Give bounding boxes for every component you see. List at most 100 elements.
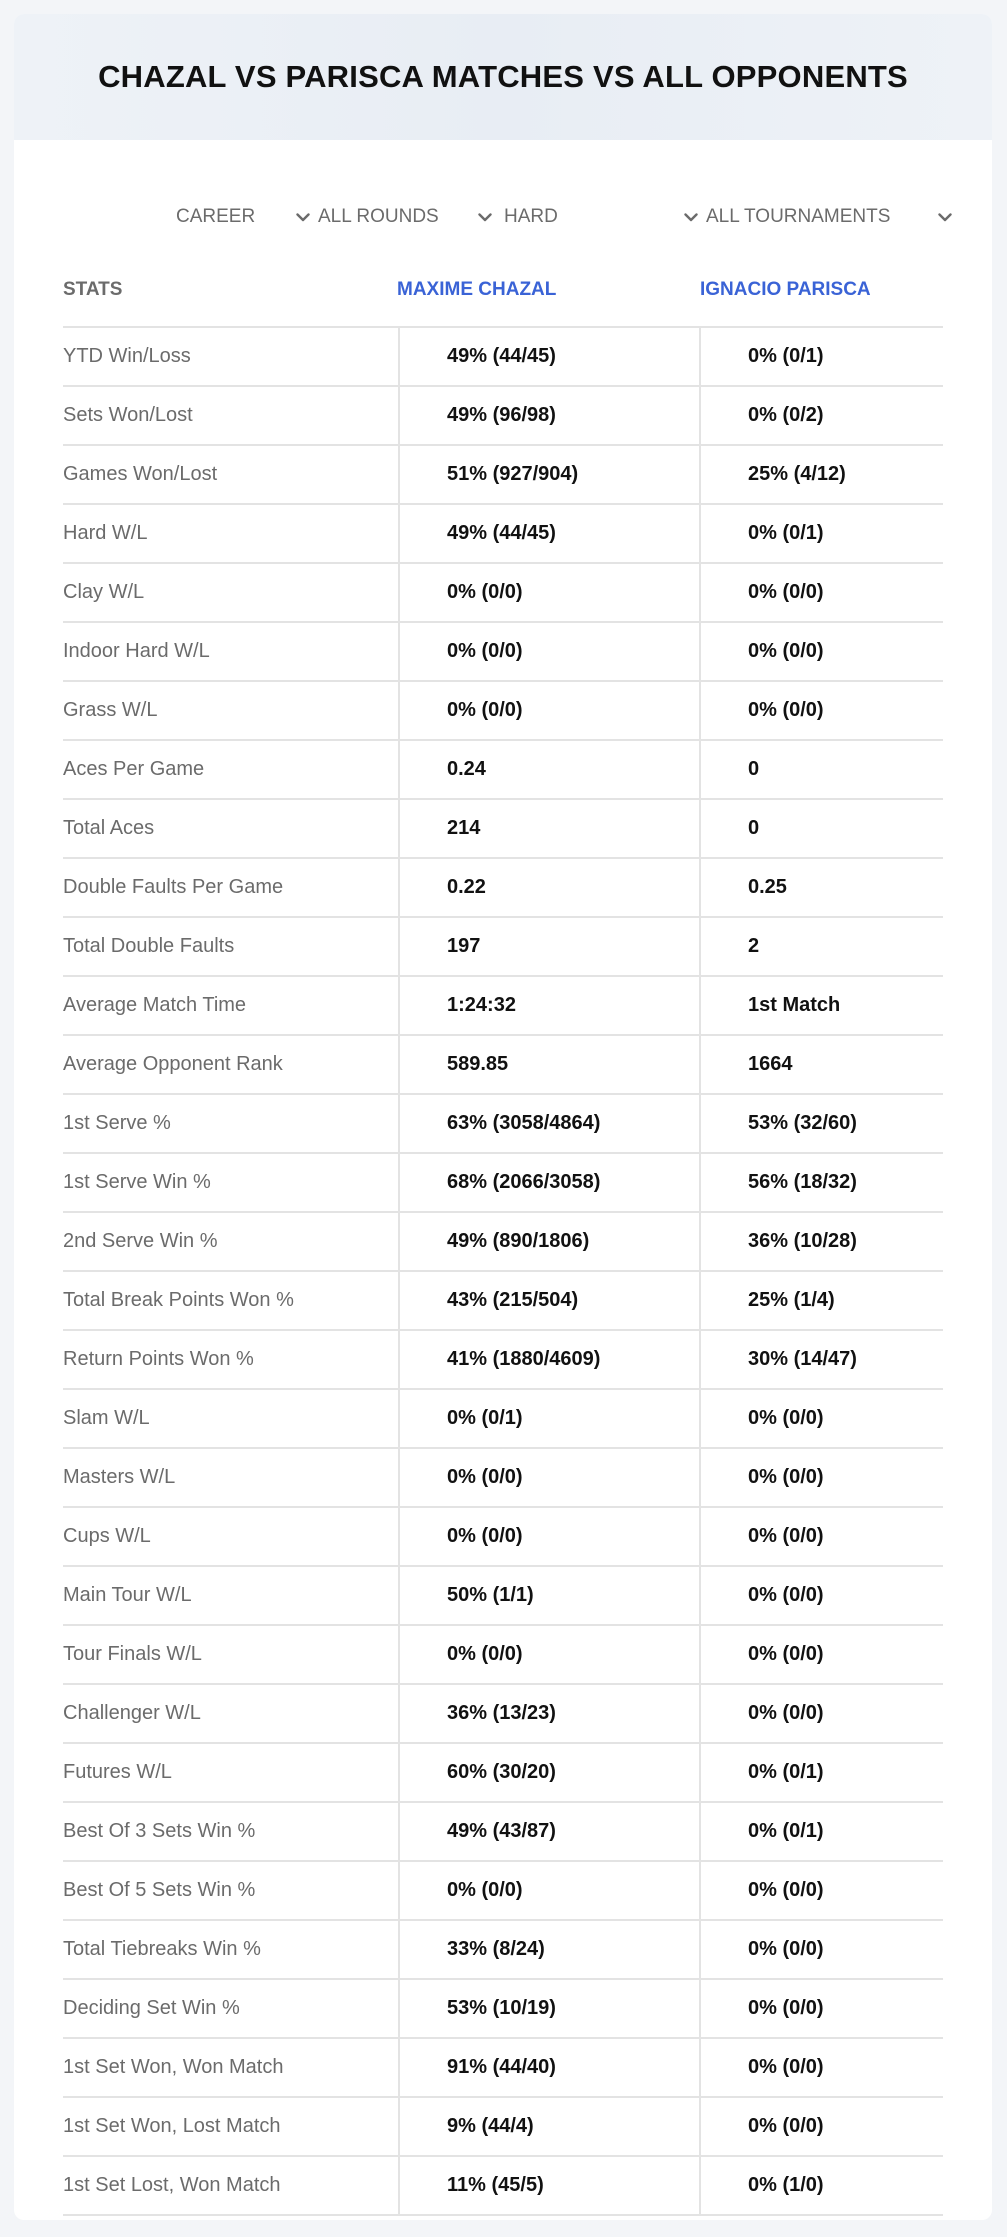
- table-row: Best Of 3 Sets Win % 49% (43/87) 0% (0/1): [63, 1802, 943, 1862]
- table-row: YTD Win/Loss 49% (44/45) 0% (0/1): [63, 327, 943, 387]
- player1-stat-value: 0% (0/0): [398, 681, 700, 741]
- table-row: Games Won/Lost 51% (927/904) 25% (4/12): [63, 445, 943, 505]
- stat-label: Average Match Time: [63, 976, 399, 1036]
- stat-label: Grass W/L: [63, 681, 399, 741]
- player2-stat-value: 0% (0/0): [699, 1389, 943, 1449]
- player2-stat-value: 0: [699, 799, 943, 859]
- player1-stat-value: 0% (0/0): [398, 622, 700, 682]
- player1-stat-value: 0.22: [398, 858, 700, 918]
- player2-stat-value: 36% (10/28): [699, 1212, 943, 1272]
- table-row: Futures W/L 60% (30/20) 0% (0/1): [63, 1743, 943, 1803]
- player2-stat-value: 0% (0/0): [699, 1507, 943, 1567]
- stat-label: Total Break Points Won %: [63, 1271, 399, 1331]
- player2-stat-value: 0% (0/0): [699, 622, 943, 682]
- table-row: Main Tour W/L 50% (1/1) 0% (0/0): [63, 1566, 943, 1626]
- player1-stat-value: 0% (0/0): [398, 1861, 700, 1921]
- stat-label: Deciding Set Win %: [63, 1979, 399, 2039]
- table-row: Sets Won/Lost 49% (96/98) 0% (0/2): [63, 386, 943, 446]
- player2-name-link[interactable]: IGNACIO PARISCA: [700, 279, 871, 300]
- player2-stat-value: 0% (0/0): [699, 681, 943, 741]
- player1-stat-value: 50% (1/1): [398, 1566, 700, 1626]
- stats-table: STATS MAXIME CHAZAL IGNACIO PARISCA YTD …: [63, 254, 943, 2216]
- tournaments-filter-select[interactable]: ALL TOURNAMENTS: [706, 192, 954, 242]
- table-row: Tour Finals W/L 0% (0/0) 0% (0/0): [63, 1625, 943, 1685]
- player2-stat-value: 0% (0/1): [699, 504, 943, 564]
- table-row: Average Match Time 1:24:32 1st Match: [63, 976, 943, 1036]
- surface-filter-select[interactable]: HARD: [504, 192, 700, 242]
- player2-stat-value: 0% (0/1): [699, 1802, 943, 1862]
- chevron-down-icon: [476, 208, 494, 226]
- stat-label: Best Of 5 Sets Win %: [63, 1861, 399, 1921]
- filter-bar: CAREER ALL ROUNDS HARD ALL TOURNAMENTS: [14, 192, 992, 242]
- player1-stat-value: 0% (0/0): [398, 563, 700, 623]
- player2-stat-value: 56% (18/32): [699, 1153, 943, 1213]
- player1-stat-value: 43% (215/504): [398, 1271, 700, 1331]
- player1-stat-value: 49% (44/45): [398, 504, 700, 564]
- table-row: Indoor Hard W/L 0% (0/0) 0% (0/0): [63, 622, 943, 682]
- rounds-filter-select[interactable]: ALL ROUNDS: [318, 192, 494, 242]
- table-row: Total Tiebreaks Win % 33% (8/24) 0% (0/0): [63, 1920, 943, 1980]
- player1-stat-value: 36% (13/23): [398, 1684, 700, 1744]
- filter-value: ALL TOURNAMENTS: [706, 206, 891, 227]
- filter-value: HARD: [504, 206, 558, 227]
- player1-stat-value: 53% (10/19): [398, 1979, 700, 2039]
- stat-label: 1st Serve %: [63, 1094, 399, 1154]
- stat-label: Return Points Won %: [63, 1330, 399, 1390]
- table-row: 2nd Serve Win % 49% (890/1806) 36% (10/28): [63, 1212, 943, 1272]
- player1-stat-value: 0% (0/0): [398, 1625, 700, 1685]
- career-filter-select[interactable]: CAREER: [176, 192, 312, 242]
- table-row: Clay W/L 0% (0/0) 0% (0/0): [63, 563, 943, 623]
- stat-label: Challenger W/L: [63, 1684, 399, 1744]
- stat-label: Cups W/L: [63, 1507, 399, 1567]
- player1-stat-value: 1:24:32: [398, 976, 700, 1036]
- player1-stat-value: 68% (2066/3058): [398, 1153, 700, 1213]
- player1-name-link[interactable]: MAXIME CHAZAL: [397, 279, 557, 300]
- player1-stat-value: 49% (43/87): [398, 1802, 700, 1862]
- player2-stat-value: 0% (0/0): [699, 2097, 943, 2157]
- player1-stat-value: 91% (44/40): [398, 2038, 700, 2098]
- stat-label: Hard W/L: [63, 504, 399, 564]
- table-row: Double Faults Per Game 0.22 0.25: [63, 858, 943, 918]
- table-row: 1st Set Won, Won Match 91% (44/40) 0% (0/0…: [63, 2038, 943, 2098]
- player2-stat-value: 0% (0/1): [699, 1743, 943, 1803]
- player2-stat-value: 2: [699, 917, 943, 977]
- player2-stat-value: 1st Match: [699, 976, 943, 1036]
- player2-stat-value: 0% (0/0): [699, 1684, 943, 1744]
- stat-label: Double Faults Per Game: [63, 858, 399, 918]
- player2-stat-value: 0% (0/0): [699, 1625, 943, 1685]
- table-row: 1st Set Won, Lost Match 9% (44/4) 0% (0/0): [63, 2097, 943, 2157]
- player2-stat-value: 53% (32/60): [699, 1094, 943, 1154]
- stat-label: Aces Per Game: [63, 740, 399, 800]
- table-row: Grass W/L 0% (0/0) 0% (0/0): [63, 681, 943, 741]
- table-row: Total Break Points Won % 43% (215/504) 25%…: [63, 1271, 943, 1331]
- table-row: Average Opponent Rank 589.85 1664: [63, 1035, 943, 1095]
- table-row: Slam W/L 0% (0/1) 0% (0/0): [63, 1389, 943, 1449]
- chevron-down-icon: [936, 208, 954, 226]
- player1-stat-value: 9% (44/4): [398, 2097, 700, 2157]
- player1-column-header[interactable]: MAXIME CHAZAL: [397, 254, 700, 328]
- player2-stat-value: 25% (1/4): [699, 1271, 943, 1331]
- player2-stat-value: 0% (0/0): [699, 1920, 943, 1980]
- player1-stat-value: 33% (8/24): [398, 1920, 700, 1980]
- player2-column-header[interactable]: IGNACIO PARISCA: [700, 254, 943, 328]
- player1-stat-value: 51% (927/904): [398, 445, 700, 505]
- player1-stat-value: 11% (45/5): [398, 2156, 700, 2216]
- stat-label: 1st Set Won, Lost Match: [63, 2097, 399, 2157]
- table-row: Challenger W/L 36% (13/23) 0% (0/0): [63, 1684, 943, 1744]
- player1-stat-value: 49% (96/98): [398, 386, 700, 446]
- player2-stat-value: 0% (0/0): [699, 1861, 943, 1921]
- player2-stat-value: 0% (0/0): [699, 1448, 943, 1508]
- table-row: Aces Per Game 0.24 0: [63, 740, 943, 800]
- table-row: Total Double Faults 197 2: [63, 917, 943, 977]
- stat-label: 1st Set Won, Won Match: [63, 2038, 399, 2098]
- player2-stat-value: 30% (14/47): [699, 1330, 943, 1390]
- table-row: Deciding Set Win % 53% (10/19) 0% (0/0): [63, 1979, 943, 2039]
- stat-label: Sets Won/Lost: [63, 386, 399, 446]
- player1-stat-value: 60% (30/20): [398, 1743, 700, 1803]
- chevron-down-icon: [294, 208, 312, 226]
- table-row: 1st Set Lost, Won Match 11% (45/5) 0% (1/0…: [63, 2156, 943, 2216]
- stat-label: Games Won/Lost: [63, 445, 399, 505]
- stat-label: YTD Win/Loss: [63, 327, 399, 387]
- table-row: Best Of 5 Sets Win % 0% (0/0) 0% (0/0): [63, 1861, 943, 1921]
- filter-value: CAREER: [176, 206, 256, 227]
